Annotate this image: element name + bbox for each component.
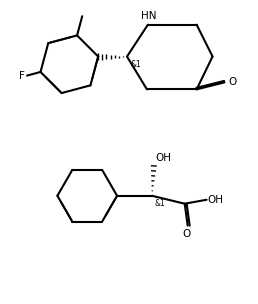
Text: OH: OH	[156, 153, 172, 163]
Text: OH: OH	[208, 195, 224, 205]
Text: O: O	[183, 229, 191, 239]
Text: HN: HN	[141, 11, 157, 21]
Text: &1: &1	[155, 199, 166, 208]
Text: &1: &1	[131, 60, 142, 68]
Text: O: O	[229, 78, 237, 87]
Text: F: F	[19, 71, 25, 81]
